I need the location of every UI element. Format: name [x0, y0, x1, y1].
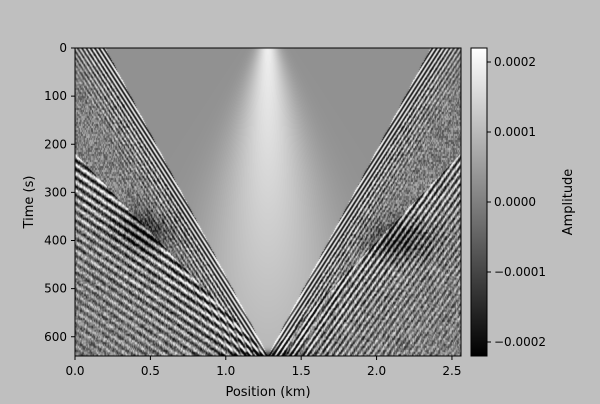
y-axis-label: Time (s)	[22, 176, 37, 230]
y-tick-label: 100	[44, 89, 67, 103]
heatmap-image	[75, 48, 461, 356]
colorbar-tick-label: 0.0002	[494, 55, 536, 69]
y-tick-label: 200	[44, 137, 67, 151]
x-tick-label: 0.5	[141, 364, 160, 378]
plot-frame	[74, 47, 462, 357]
colorbar-tick-label: −0.0001	[494, 265, 546, 279]
colorbar-tick-label: −0.0002	[494, 335, 546, 349]
y-tick-label: 300	[44, 185, 67, 199]
heatmap-raster	[75, 48, 461, 356]
colorbar-ticks: 0.0002 0.0001 0.0000 −0.0001 −0.0002	[487, 55, 546, 349]
x-tick-label: 1.0	[216, 364, 235, 378]
y-tick-label: 500	[44, 282, 67, 296]
colorbar-tick-label: 0.0001	[494, 125, 536, 139]
y-tick-label: 600	[44, 330, 67, 344]
colorbar: 0.0002 0.0001 0.0000 −0.0001 −0.0002 Amplitu…	[470, 47, 576, 357]
colorbar-gradient	[471, 48, 487, 356]
colorbar-tick-label: 0.0000	[494, 195, 536, 209]
y-axis: 0 100 200 300 400 500 600	[44, 41, 75, 344]
colorbar-label: Amplitude	[561, 169, 576, 236]
x-tick-label: 2.0	[367, 364, 386, 378]
x-tick-label: 1.5	[292, 364, 311, 378]
y-tick-label: 0	[59, 41, 67, 55]
x-axis: 0.0 0.5 1.0 1.5 2.0 2.5	[65, 356, 462, 378]
x-tick-label: 2.5	[442, 364, 461, 378]
x-tick-label: 0.0	[65, 364, 84, 378]
y-tick-label: 400	[44, 234, 67, 248]
x-axis-label: Position (km)	[225, 385, 310, 400]
